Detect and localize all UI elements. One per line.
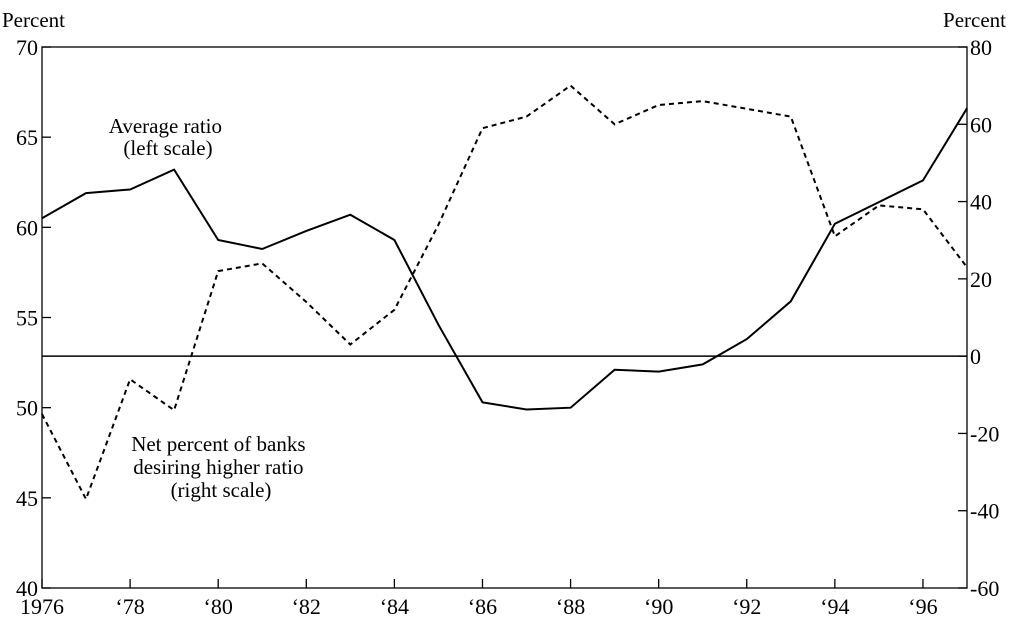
x-tick-label: ‘88 (556, 594, 585, 619)
right-y-tick-label: 80 (970, 35, 992, 60)
average-ratio-annotation-line: (left scale) (123, 136, 212, 160)
x-tick-label: ‘84 (380, 594, 409, 619)
average-ratio-line (41, 107, 968, 411)
x-tick-label: ‘96 (908, 594, 937, 619)
x-tick-label: ‘90 (644, 594, 673, 619)
left-axis-unit-label: Percent (2, 8, 65, 32)
net-percent-annotation-line: Net percent of banks (131, 432, 305, 456)
right-y-tick-label: 0 (970, 344, 981, 369)
x-tick-label: ‘82 (292, 594, 321, 619)
right-y-tick-label: 40 (970, 190, 992, 215)
right-y-tick-label: -60 (970, 576, 999, 601)
x-tick-label: ‘86 (468, 594, 497, 619)
left-y-tick-label: 70 (16, 35, 38, 60)
series-layer (41, 84, 968, 502)
net-percent-line (41, 84, 968, 502)
x-tick-label: 1976 (20, 594, 64, 619)
left-y-tick-label: 45 (16, 486, 38, 511)
left-y-tick-label: 55 (16, 306, 38, 331)
x-tick-label: ‘94 (820, 594, 849, 619)
left-y-tick-label: 60 (16, 215, 38, 240)
net-percent-annotation-line: (right scale) (171, 478, 272, 502)
net-percent-annotation: Net percent of banks desiring higher rat… (131, 432, 311, 502)
net-percent-annotation-line: desiring higher ratio (133, 455, 303, 479)
left-y-tick-label: 50 (16, 396, 38, 421)
left-y-tick-label: 40 (16, 576, 38, 601)
right-y-tick-label: 20 (970, 267, 992, 292)
left-y-tick-label: 65 (16, 125, 38, 150)
right-y-tick-label: 60 (970, 112, 992, 137)
average-ratio-annotation-line: Average ratio (109, 114, 222, 138)
right-axis-unit-label: Percent (943, 8, 1006, 32)
x-tick-label: ‘80 (204, 594, 233, 619)
average-ratio-annotation: Average ratio (left scale) (109, 114, 228, 160)
right-y-tick-label: -40 (970, 499, 999, 524)
right-y-tick-label: -20 (970, 421, 999, 446)
x-tick-label: ‘92 (732, 594, 761, 619)
x-tick-label: ‘78 (115, 594, 144, 619)
axes-layer: 1976 ‘78 ‘80 ‘82 ‘84 ‘86 ‘88 ‘90 ‘92 ‘94 ‘96 40 45 50… (16, 35, 999, 619)
